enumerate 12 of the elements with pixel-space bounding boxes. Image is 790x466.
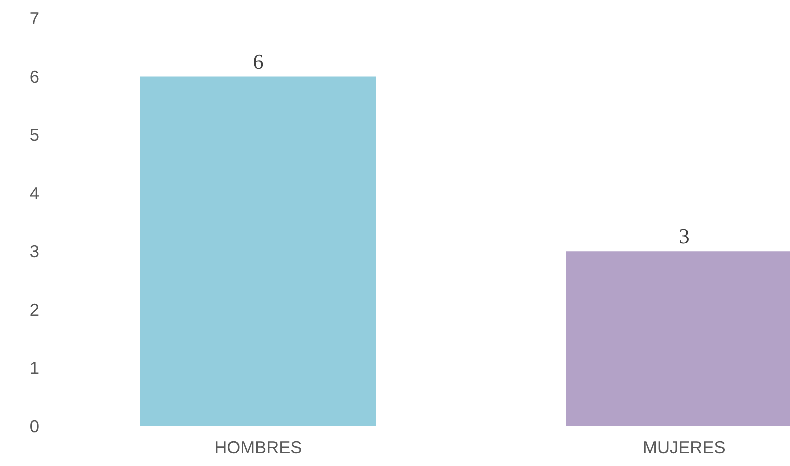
x-tick-label: HOMBRES — [214, 438, 302, 458]
y-tick-label: 1 — [30, 358, 40, 378]
data-label: 3 — [679, 224, 690, 249]
y-tick-label: 0 — [30, 416, 40, 436]
y-tick-label: 7 — [30, 8, 40, 28]
y-tick-label: 3 — [30, 242, 40, 262]
y-tick-label: 6 — [30, 66, 40, 87]
y-tick-label: 4 — [30, 183, 40, 204]
y-tick-label: 2 — [30, 300, 40, 320]
x-tick-label: MUJERES — [643, 438, 726, 458]
y-tick-label: 5 — [30, 125, 40, 146]
data-label: 6 — [253, 50, 264, 74]
